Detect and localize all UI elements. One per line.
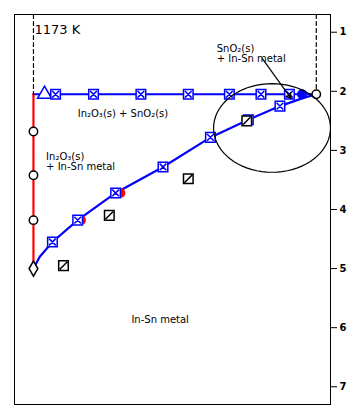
svg-text:5: 5 [340,263,347,274]
svg-text:3: 3 [340,145,347,156]
svg-text:7: 7 [340,381,347,392]
svg-text:SnO₂(s)+ In-Sn metal: SnO₂(s)+ In-Sn metal [217,43,286,64]
svg-text:1173 K: 1173 K [35,22,81,37]
svg-text:In₂O₃(s) + SnO₂(s): In₂O₃(s) + SnO₂(s) [78,108,169,119]
svg-text:4: 4 [340,204,347,215]
svg-text:In-Sn metal: In-Sn metal [131,314,188,325]
svg-text:In₂O₃(s)+ In-Sn metal: In₂O₃(s)+ In-Sn metal [46,151,115,172]
svg-text:6: 6 [340,322,347,333]
svg-text:1: 1 [340,26,347,37]
svg-text:2: 2 [340,86,347,97]
